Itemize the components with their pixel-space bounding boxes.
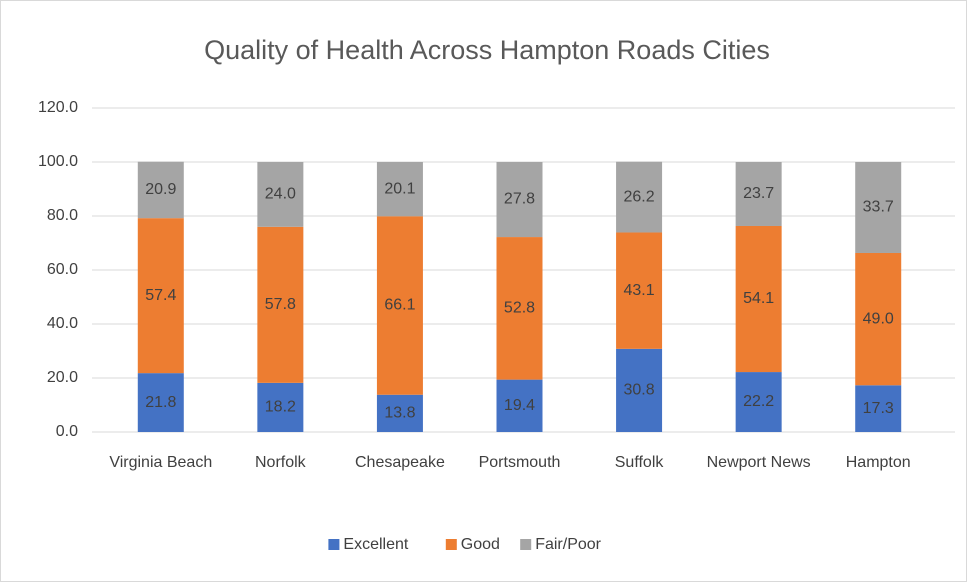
data-label: 57.8: [265, 296, 296, 313]
data-label: 49.0: [863, 310, 894, 327]
data-label: 19.4: [504, 397, 535, 414]
y-tick-label: 80.0: [47, 207, 78, 224]
y-tick-label: 0.0: [56, 423, 78, 440]
bar-segment: [855, 385, 902, 432]
bar-segment: [137, 373, 184, 432]
legend-swatch: [328, 539, 340, 550]
bar-segment: [257, 162, 304, 227]
data-label: 13.8: [384, 405, 415, 422]
data-label: 33.7: [863, 199, 894, 216]
data-label: 30.8: [624, 382, 655, 399]
bar-segment: [735, 225, 782, 373]
data-label: 52.8: [504, 300, 535, 317]
data-label: 20.9: [145, 181, 176, 198]
y-tick-label: 40.0: [47, 315, 78, 332]
x-tick-label: Suffolk: [614, 454, 664, 471]
x-tick-label: Portsmouth: [478, 454, 561, 471]
legend-label: Fair/Poor: [535, 536, 601, 553]
bar-segment: [735, 372, 782, 432]
bar-segment: [496, 162, 543, 238]
bar-segment: [137, 161, 184, 219]
x-tick-label: Hampton: [845, 454, 911, 471]
data-label: 21.8: [145, 394, 176, 411]
legend-swatch: [445, 539, 457, 550]
data-label: 17.3: [863, 400, 894, 417]
data-label: 66.1: [384, 297, 415, 314]
data-label: 57.4: [145, 287, 176, 304]
bar-segment: [257, 226, 304, 383]
bar-segment: [855, 162, 902, 253]
legend-label: Excellent: [343, 536, 408, 553]
legend-label: Good: [461, 536, 500, 553]
bar-segment: [735, 162, 782, 226]
data-label: 22.2: [743, 393, 774, 410]
data-label: 26.2: [624, 188, 655, 205]
x-tick-label: Chesapeake: [355, 454, 445, 471]
y-tick-label: 20.0: [47, 369, 78, 386]
data-label: 18.2: [265, 399, 296, 416]
data-label: 23.7: [743, 185, 774, 202]
y-tick-label: 120.0: [38, 99, 78, 116]
bar-segment: [616, 161, 663, 233]
data-label: 43.1: [624, 282, 655, 299]
bar-segment: [616, 348, 663, 432]
y-tick-label: 100.0: [38, 153, 78, 170]
bar-segment: [376, 216, 423, 395]
data-label: 20.1: [384, 180, 415, 197]
x-tick-label: Newport News: [706, 454, 811, 471]
x-tick-label: Norfolk: [255, 454, 306, 471]
y-tick-label: 60.0: [47, 261, 78, 278]
data-label: 54.1: [743, 290, 774, 307]
bar-segment: [496, 379, 543, 432]
bar-segment: [257, 382, 304, 432]
data-label: 24.0: [265, 186, 296, 203]
bar-segment: [376, 162, 423, 217]
x-tick-label: Virginia Beach: [109, 454, 213, 471]
chart-title: Quality of Health Across Hampton Roads C…: [204, 35, 770, 65]
bar-segment: [855, 252, 902, 386]
bar-segment: [616, 232, 663, 349]
data-label: 27.8: [504, 191, 535, 208]
legend-swatch: [520, 539, 532, 550]
bar-segment: [496, 237, 543, 380]
bar-segment: [137, 218, 184, 374]
bar-segment: [376, 394, 423, 432]
